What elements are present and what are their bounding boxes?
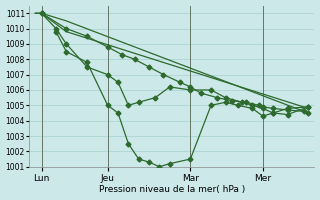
X-axis label: Pression niveau de la mer( hPa ): Pression niveau de la mer( hPa )	[99, 185, 245, 194]
